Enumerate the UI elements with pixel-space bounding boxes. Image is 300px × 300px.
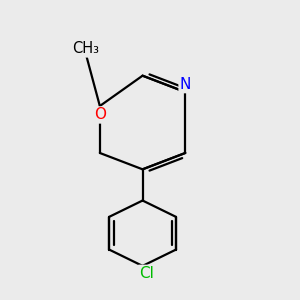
Text: O: O (94, 107, 106, 122)
Text: N: N (180, 77, 191, 92)
Text: Cl: Cl (139, 266, 154, 281)
Text: CH₃: CH₃ (73, 41, 100, 56)
